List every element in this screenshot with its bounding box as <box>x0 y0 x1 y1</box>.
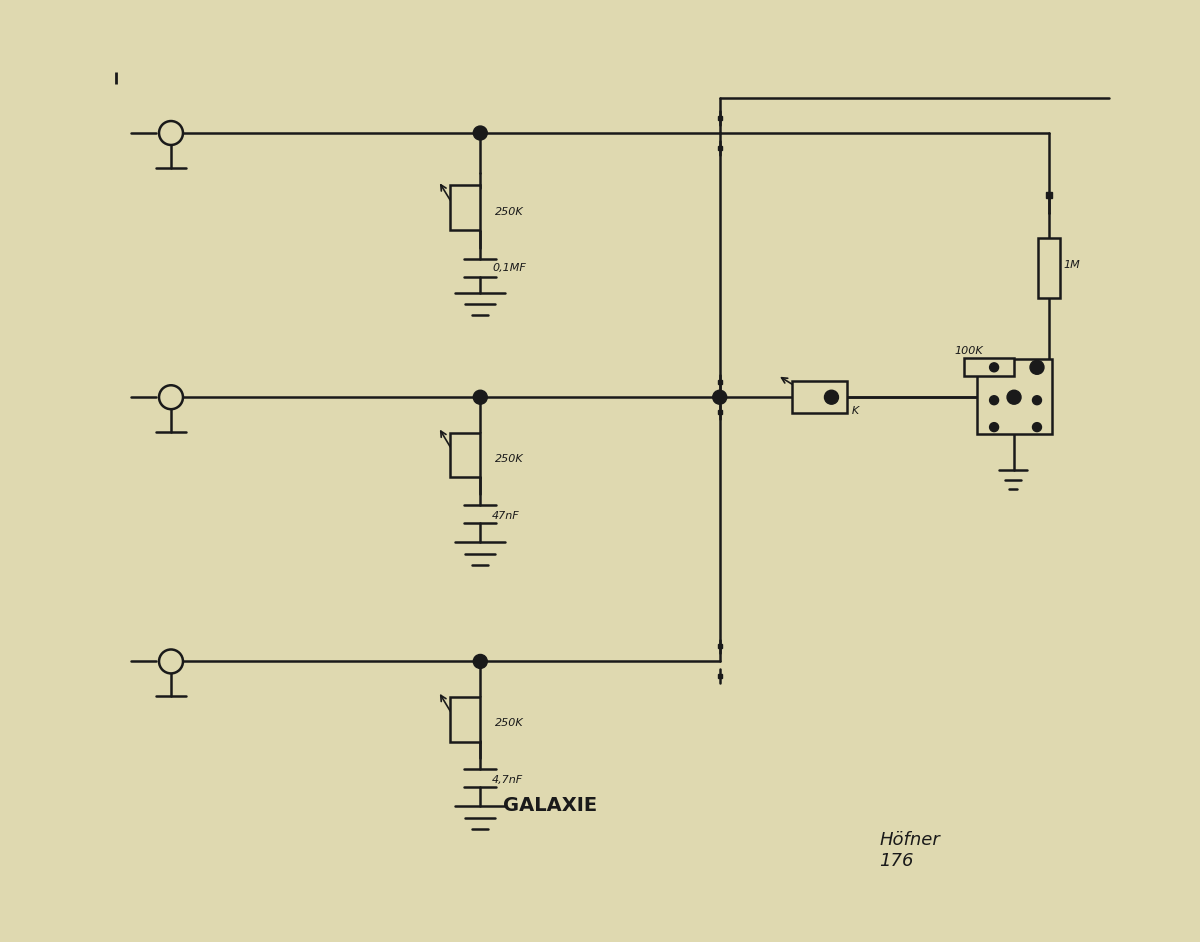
Text: 100K: 100K <box>954 347 983 356</box>
Bar <box>1038 237 1060 298</box>
Text: Höfner
176: Höfner 176 <box>880 831 940 869</box>
Circle shape <box>713 390 727 404</box>
Text: 4,7nF: 4,7nF <box>492 775 523 785</box>
Circle shape <box>1032 363 1042 372</box>
Circle shape <box>1032 423 1042 431</box>
Bar <box>450 432 480 478</box>
Text: GALAXIE: GALAXIE <box>503 796 598 815</box>
Bar <box>792 382 847 414</box>
Text: 250K: 250K <box>496 454 524 464</box>
Circle shape <box>160 385 182 409</box>
Text: 250 K: 250 K <box>828 406 859 416</box>
Circle shape <box>824 390 839 404</box>
Circle shape <box>160 121 182 145</box>
Bar <box>450 697 480 741</box>
Text: 0,1MF: 0,1MF <box>492 263 526 272</box>
Circle shape <box>990 396 998 405</box>
Circle shape <box>990 423 998 431</box>
Circle shape <box>473 126 487 140</box>
Circle shape <box>473 390 487 404</box>
Circle shape <box>1030 361 1044 374</box>
Bar <box>977 359 1052 434</box>
Text: 1M: 1M <box>1064 260 1081 269</box>
Text: 47nF: 47nF <box>492 511 520 521</box>
Circle shape <box>160 649 182 674</box>
Bar <box>450 186 480 230</box>
Text: 250K: 250K <box>496 718 524 728</box>
Circle shape <box>990 363 998 372</box>
Circle shape <box>1032 396 1042 405</box>
Bar <box>964 358 1014 376</box>
Text: 250K: 250K <box>496 206 524 217</box>
Circle shape <box>1007 390 1021 404</box>
Circle shape <box>473 655 487 669</box>
